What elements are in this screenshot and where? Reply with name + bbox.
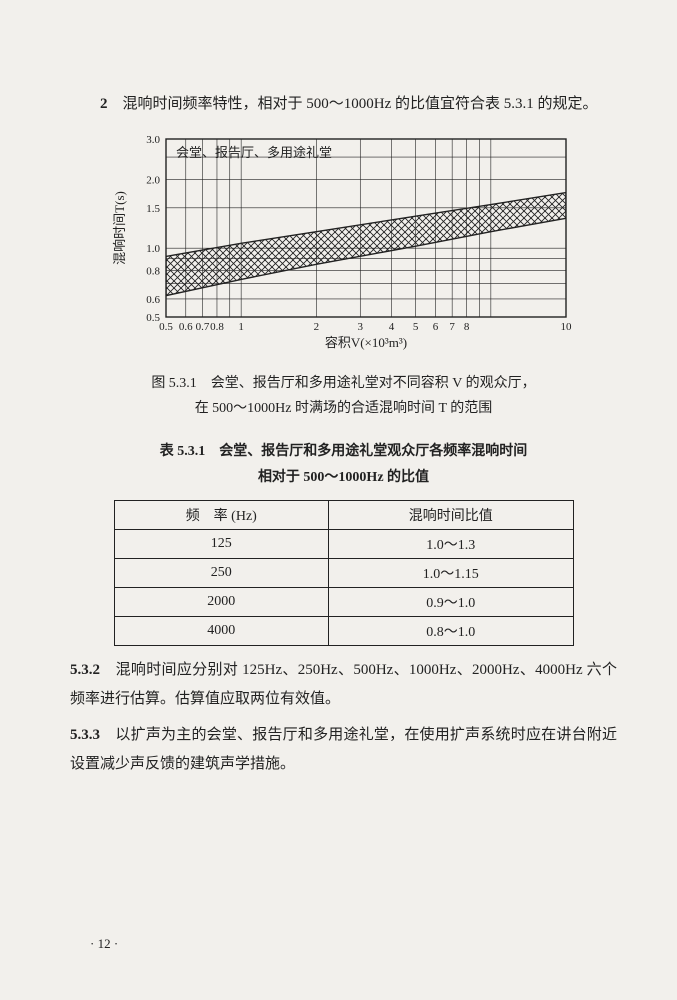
table-cell: 2000	[114, 588, 329, 617]
chart-5-3-1: 0.50.60.70.812345678100.50.60.81.01.52.0…	[104, 127, 584, 357]
svg-text:10: 10	[560, 321, 572, 333]
col-freq: 频 率 (Hz)	[114, 501, 329, 530]
para-5-3-3: 5.3.3 以扩声为主的会堂、报告厅和多用途礼堂，在使用扩声系统时应在讲台附近设…	[70, 721, 617, 778]
table-row: 1251.0～1.3	[114, 530, 573, 559]
svg-text:6: 6	[432, 321, 438, 333]
col-ratio: 混响时间比值	[329, 501, 573, 530]
svg-text:0.6: 0.6	[146, 293, 160, 305]
para-2: 2 混响时间频率特性，相对于 500～1000Hz 的比值宜符合表 5.3.1 …	[70, 90, 617, 119]
svg-text:2.0: 2.0	[146, 174, 160, 186]
svg-text:4: 4	[388, 321, 394, 333]
svg-text:0.5: 0.5	[159, 321, 173, 333]
svg-text:1.5: 1.5	[146, 202, 160, 214]
svg-text:1: 1	[238, 321, 244, 333]
svg-text:1.0: 1.0	[146, 243, 160, 255]
para-5-3-2: 5.3.2 混响时间应分别对 125Hz、250Hz、500Hz、1000Hz、…	[70, 656, 617, 713]
para-5-3-2-num: 5.3.2	[70, 662, 100, 678]
para-2-num: 2	[100, 96, 108, 112]
para-2-text: 混响时间频率特性，相对于 500～1000Hz 的比值宜符合表 5.3.1 的规…	[108, 96, 598, 112]
table-cell: 0.9～1.0	[329, 588, 573, 617]
svg-text:0.6: 0.6	[178, 321, 192, 333]
table-cell: 250	[114, 559, 329, 588]
table-row: 40000.8～1.0	[114, 617, 573, 646]
para-5-3-3-text: 以扩声为主的会堂、报告厅和多用途礼堂，在使用扩声系统时应在讲台附近设置减少声反馈…	[70, 727, 617, 772]
table-header-row: 频 率 (Hz) 混响时间比值	[114, 501, 573, 530]
svg-text:容积V(×10³m³): 容积V(×10³m³)	[324, 335, 406, 350]
reverb-band-chart: 0.50.60.70.812345678100.50.60.81.01.52.0…	[104, 127, 584, 357]
table-cell: 1.0～1.15	[329, 559, 573, 588]
svg-text:7: 7	[449, 321, 455, 333]
table-row: 2501.0～1.15	[114, 559, 573, 588]
fig-caption-line2: 在 500～1000Hz 时满场的合适混响时间 T 的范围	[195, 401, 493, 416]
svg-text:8: 8	[463, 321, 469, 333]
svg-text:3.0: 3.0	[146, 134, 160, 146]
table-cell: 4000	[114, 617, 329, 646]
page-number: · 12 ·	[90, 936, 118, 952]
svg-text:0.5: 0.5	[146, 312, 160, 324]
para-5-3-2-text: 混响时间应分别对 125Hz、250Hz、500Hz、1000Hz、2000Hz…	[70, 662, 617, 707]
svg-text:混响时间T(s): 混响时间T(s)	[112, 191, 127, 265]
table-cell: 0.8～1.0	[329, 617, 573, 646]
svg-text:0.7: 0.7	[195, 321, 209, 333]
svg-text:5: 5	[412, 321, 418, 333]
svg-text:3: 3	[357, 321, 363, 333]
table-title: 表 5.3.1 会堂、报告厅和多用途礼堂观众厅各频率混响时间 相对于 500～1…	[70, 439, 617, 492]
svg-text:会堂、报告厅、多用途礼堂: 会堂、报告厅、多用途礼堂	[176, 145, 332, 160]
table-cell: 125	[114, 530, 329, 559]
svg-text:2: 2	[313, 321, 319, 333]
fig-caption-line1: 图 5.3.1 会堂、报告厅和多用途礼堂对不同容积 V 的观众厅，	[151, 376, 535, 391]
svg-text:0.8: 0.8	[210, 321, 224, 333]
tbl-title-line2: 相对于 500～1000Hz 的比值	[258, 470, 429, 485]
table-row: 20000.9～1.0	[114, 588, 573, 617]
table-cell: 1.0～1.3	[329, 530, 573, 559]
tbl-title-line1: 表 5.3.1 会堂、报告厅和多用途礼堂观众厅各频率混响时间	[160, 444, 528, 459]
reverb-ratio-table: 频 率 (Hz) 混响时间比值 1251.0～1.32501.0～1.15200…	[114, 500, 574, 646]
figure-caption: 图 5.3.1 会堂、报告厅和多用途礼堂对不同容积 V 的观众厅， 在 500～…	[70, 371, 617, 421]
para-5-3-3-num: 5.3.3	[70, 727, 100, 743]
svg-text:0.8: 0.8	[146, 265, 160, 277]
